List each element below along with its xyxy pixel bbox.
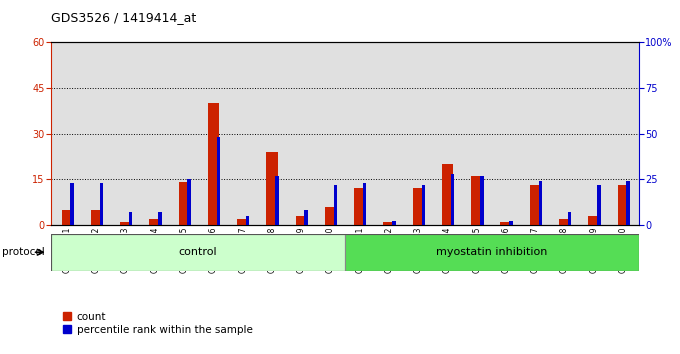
Bar (120, 222, 131, 225)
Bar (188, 179, 191, 225)
Bar (179, 182, 190, 225)
Bar (325, 207, 336, 225)
Bar (345, 234, 639, 271)
Bar (275, 176, 279, 225)
Bar (150, 219, 160, 225)
Bar (422, 185, 425, 225)
Bar (246, 216, 250, 225)
Bar (559, 219, 570, 225)
Bar (305, 210, 308, 225)
Bar (442, 164, 453, 225)
Bar (539, 181, 542, 225)
Bar (267, 152, 277, 225)
Bar (217, 137, 220, 225)
Bar (509, 221, 513, 225)
Bar (354, 188, 365, 225)
Text: protocol: protocol (2, 247, 45, 257)
Text: control: control (179, 247, 218, 257)
Bar (91, 210, 102, 225)
Bar (626, 181, 630, 225)
Bar (51, 234, 345, 271)
Bar (588, 216, 599, 225)
Bar (384, 222, 394, 225)
Bar (413, 188, 424, 225)
Bar (597, 185, 600, 225)
Bar (568, 212, 571, 225)
Bar (70, 183, 74, 225)
Bar (158, 212, 162, 225)
Bar (363, 183, 367, 225)
Bar (392, 221, 396, 225)
Bar (451, 174, 454, 225)
Bar (471, 176, 482, 225)
Text: myostatin inhibition: myostatin inhibition (437, 247, 548, 257)
Legend: count, percentile rank within the sample: count, percentile rank within the sample (63, 312, 252, 335)
Bar (61, 210, 73, 225)
Bar (617, 185, 629, 225)
Bar (208, 103, 219, 225)
Bar (296, 216, 307, 225)
Text: GDS3526 / 1419414_at: GDS3526 / 1419414_at (51, 11, 197, 24)
Bar (334, 185, 337, 225)
Bar (129, 212, 133, 225)
Bar (237, 219, 248, 225)
Bar (99, 183, 103, 225)
Bar (530, 185, 541, 225)
Bar (500, 222, 511, 225)
Bar (480, 176, 483, 225)
